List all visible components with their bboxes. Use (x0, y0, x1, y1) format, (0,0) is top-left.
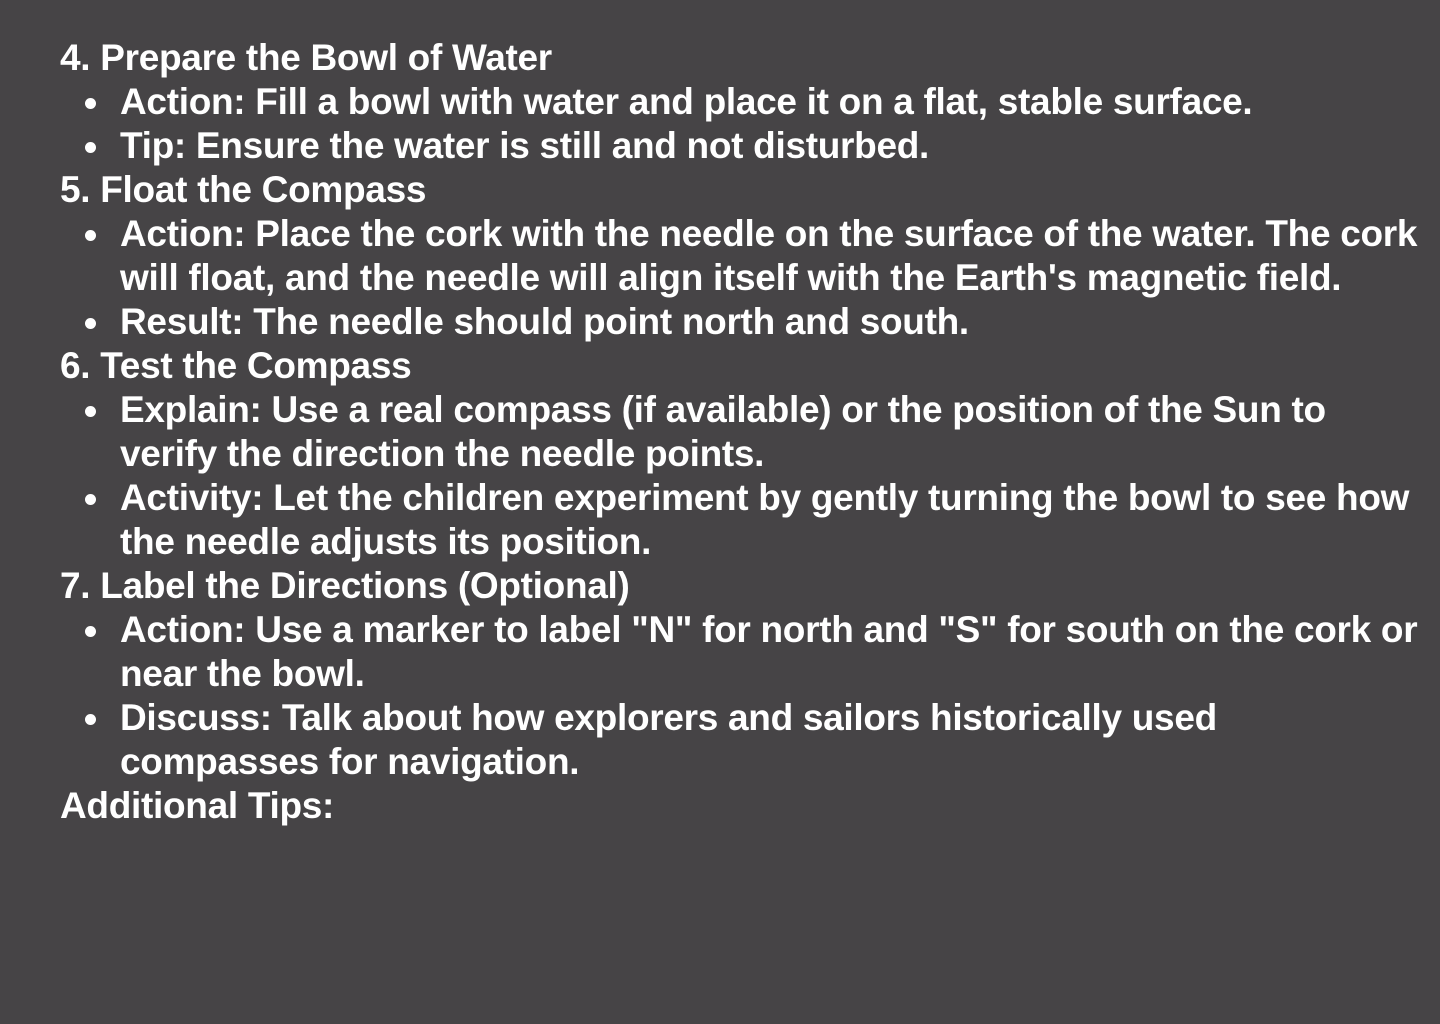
step-float-compass: 5. Float the Compass Action: Place the c… (60, 168, 1420, 344)
bullet-text: Action: Fill a bowl with water and place… (120, 81, 1253, 122)
step-bullet-list: Action: Place the cork with the needle o… (60, 212, 1420, 344)
bullet-item: Action: Fill a bowl with water and place… (60, 80, 1420, 124)
step-test-compass: 6. Test the Compass Explain: Use a real … (60, 344, 1420, 564)
bullet-item: Activity: Let the children experiment by… (60, 476, 1420, 564)
bullet-text: Tip: Ensure the water is still and not d… (120, 125, 930, 166)
step-bullet-list: Action: Fill a bowl with water and place… (60, 80, 1420, 168)
bullet-dot-icon (85, 142, 96, 153)
bullet-item: Action: Place the cork with the needle o… (60, 212, 1420, 300)
additional-tips-heading: Additional Tips: (60, 785, 335, 826)
bullet-text: Action: Use a marker to label "N" for no… (120, 609, 1418, 694)
bullet-dot-icon (85, 714, 96, 725)
bullet-dot-icon (85, 494, 96, 505)
bullet-dot-icon (85, 230, 96, 241)
bullet-text: Explain: Use a real compass (if availabl… (120, 389, 1326, 474)
step-title: 4. Prepare the Bowl of Water (60, 37, 552, 78)
bullet-item: Explain: Use a real compass (if availabl… (60, 388, 1420, 476)
step-title: 5. Float the Compass (60, 169, 427, 210)
bullet-item: Discuss: Talk about how explorers and sa… (60, 696, 1420, 784)
bullet-dot-icon (85, 626, 96, 637)
bullet-text: Discuss: Talk about how explorers and sa… (120, 697, 1217, 782)
step-title: 7. Label the Directions (Optional) (60, 565, 630, 606)
bullet-dot-icon (85, 406, 96, 417)
step-prepare-bowl: 4. Prepare the Bowl of Water Action: Fil… (60, 36, 1420, 168)
step-bullet-list: Explain: Use a real compass (if availabl… (60, 388, 1420, 564)
bullet-text: Result: The needle should point north an… (120, 301, 969, 342)
step-label-directions: 7. Label the Directions (Optional) Actio… (60, 564, 1420, 784)
step-bullet-list: Action: Use a marker to label "N" for no… (60, 608, 1420, 784)
bullet-dot-icon (85, 318, 96, 329)
document-content: 4. Prepare the Bowl of Water Action: Fil… (60, 36, 1420, 828)
bullet-text: Action: Place the cork with the needle o… (120, 213, 1418, 298)
bullet-item: Action: Use a marker to label "N" for no… (60, 608, 1420, 696)
bullet-item: Result: The needle should point north an… (60, 300, 1420, 344)
step-title: 6. Test the Compass (60, 345, 412, 386)
bullet-text: Activity: Let the children experiment by… (120, 477, 1410, 562)
bullet-dot-icon (85, 98, 96, 109)
bullet-item: Tip: Ensure the water is still and not d… (60, 124, 1420, 168)
